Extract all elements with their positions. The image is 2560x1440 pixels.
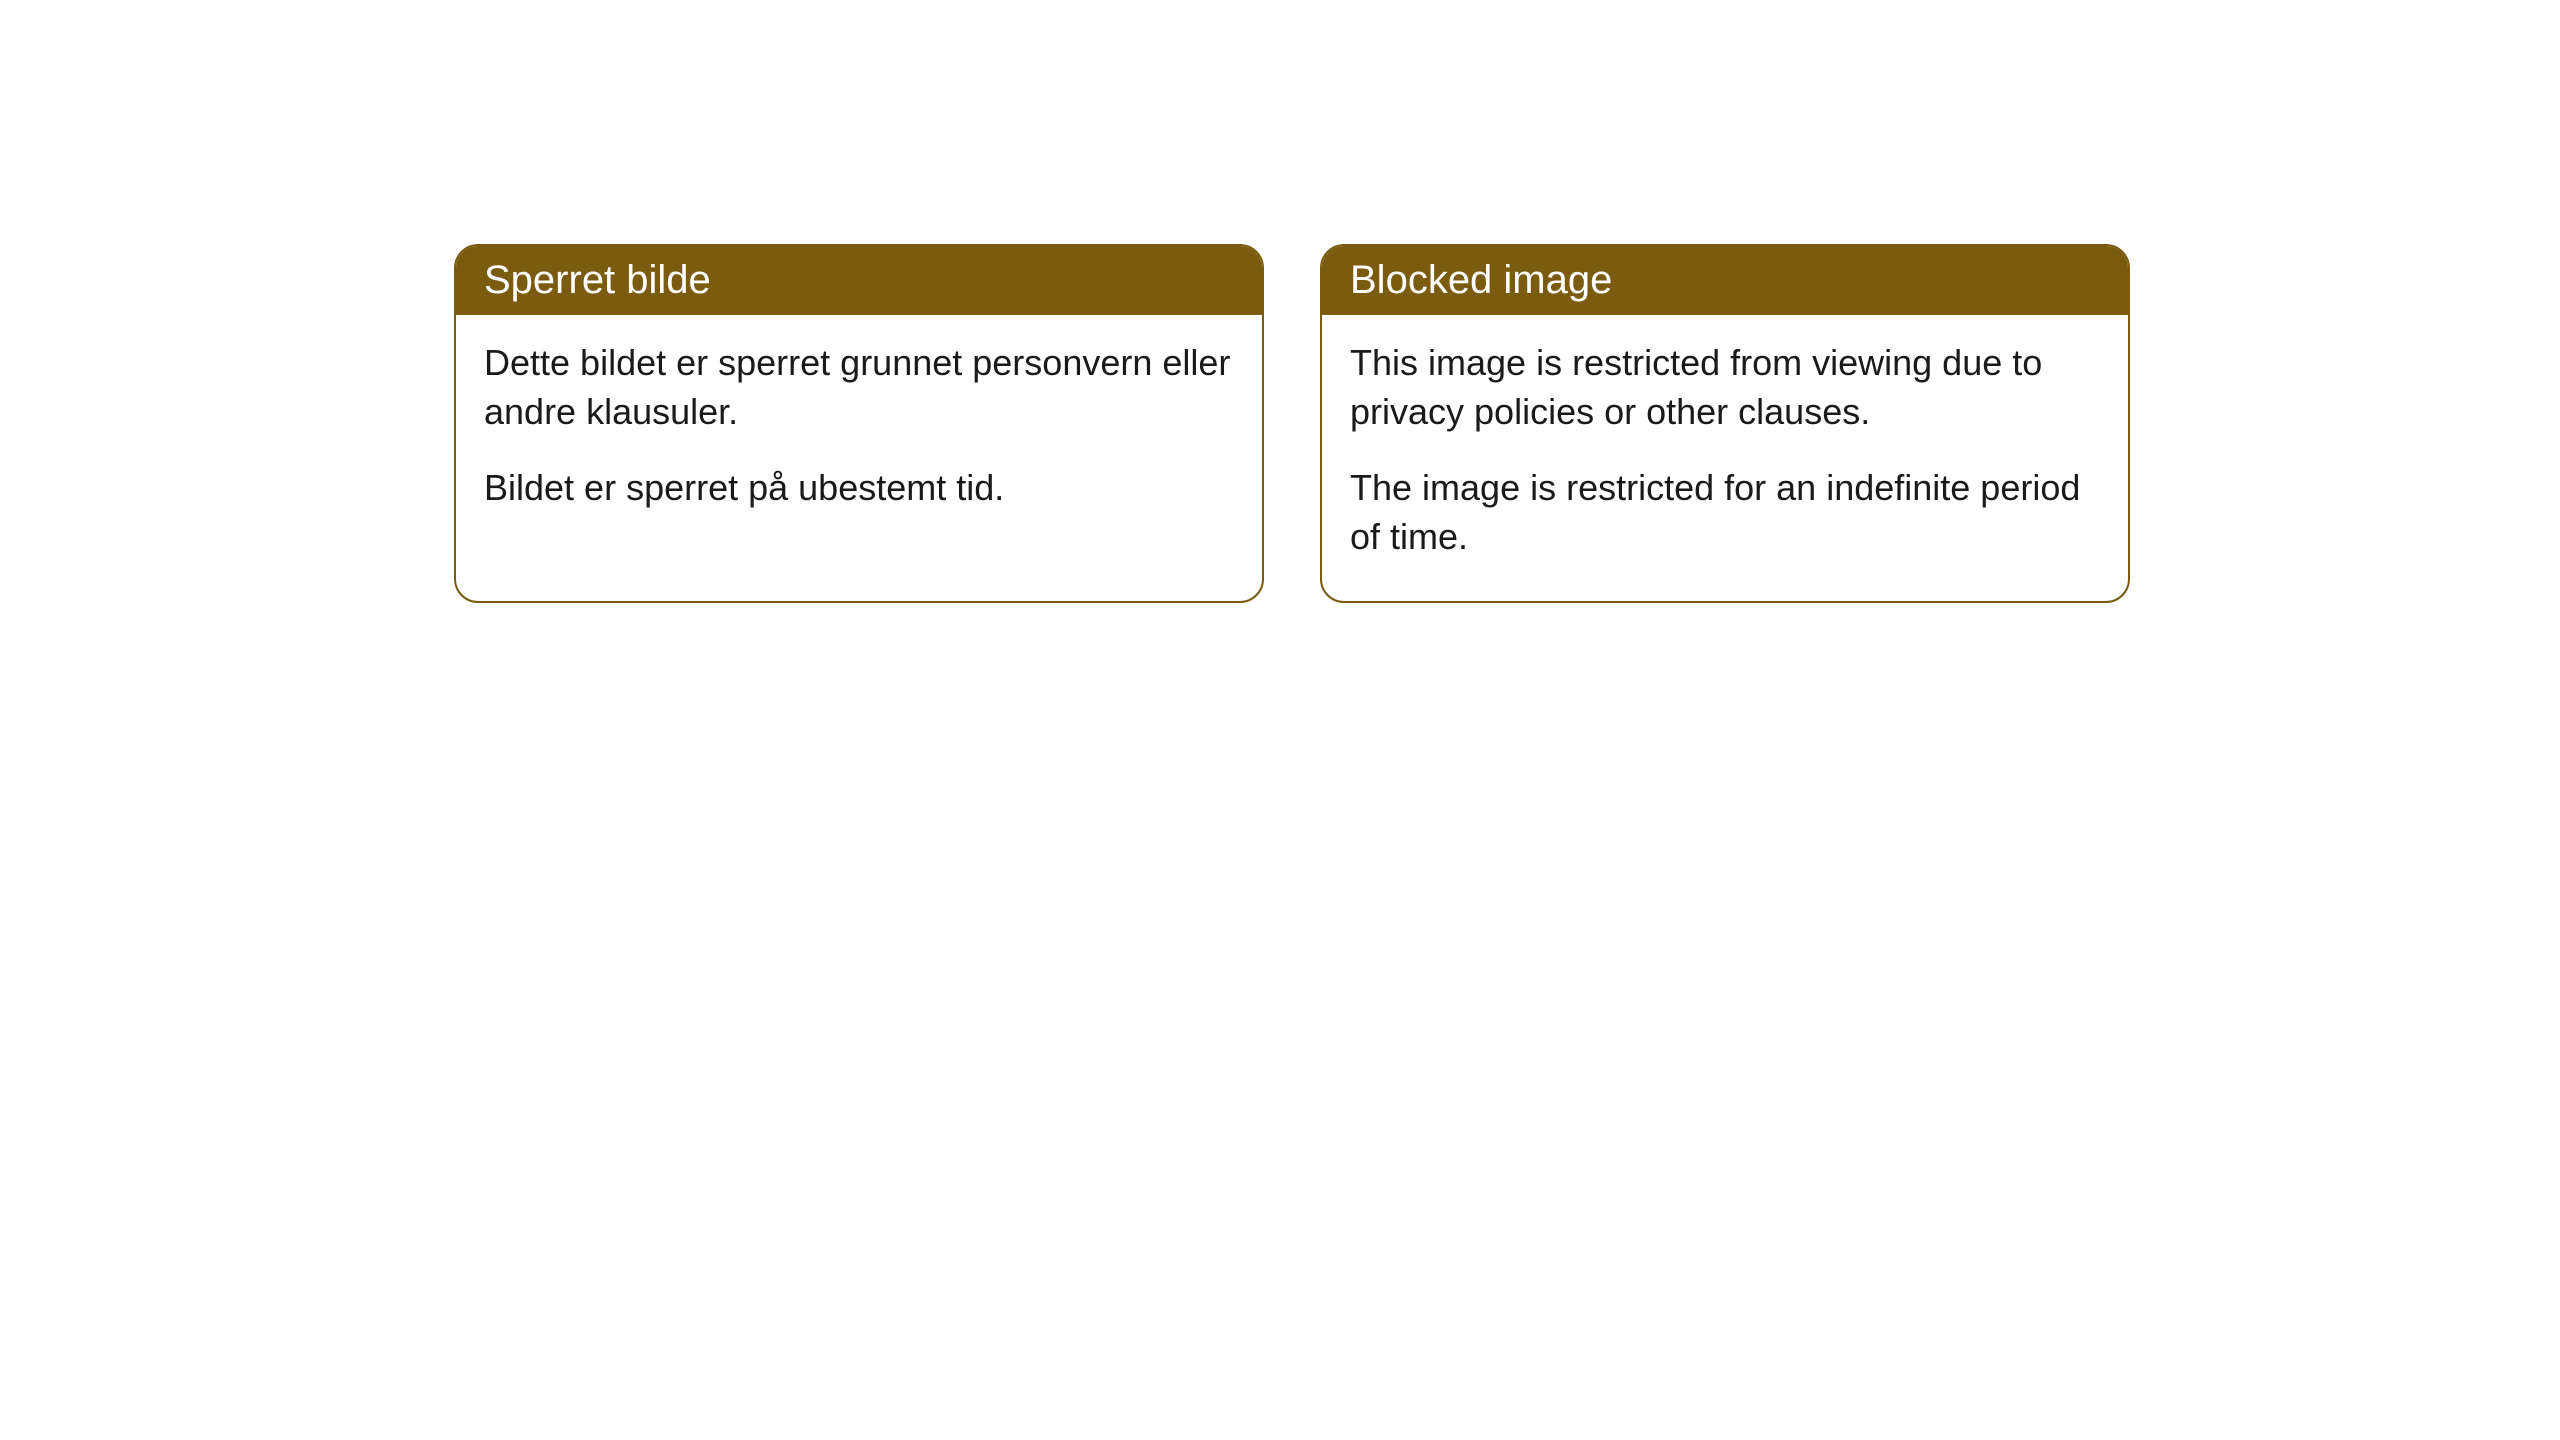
card-paragraph: Dette bildet er sperret grunnet personve… — [484, 339, 1234, 436]
card-paragraph: Bildet er sperret på ubestemt tid. — [484, 464, 1234, 513]
card-paragraph: The image is restricted for an indefinit… — [1350, 464, 2100, 561]
card-title: Sperret bilde — [456, 246, 1262, 315]
card-paragraph: This image is restricted from viewing du… — [1350, 339, 2100, 436]
card-title: Blocked image — [1322, 246, 2128, 315]
blocked-image-card-no: Sperret bilde Dette bildet er sperret gr… — [454, 244, 1264, 603]
notice-container: Sperret bilde Dette bildet er sperret gr… — [454, 244, 2130, 603]
card-body: Dette bildet er sperret grunnet personve… — [456, 315, 1262, 553]
card-body: This image is restricted from viewing du… — [1322, 315, 2128, 601]
blocked-image-card-en: Blocked image This image is restricted f… — [1320, 244, 2130, 603]
